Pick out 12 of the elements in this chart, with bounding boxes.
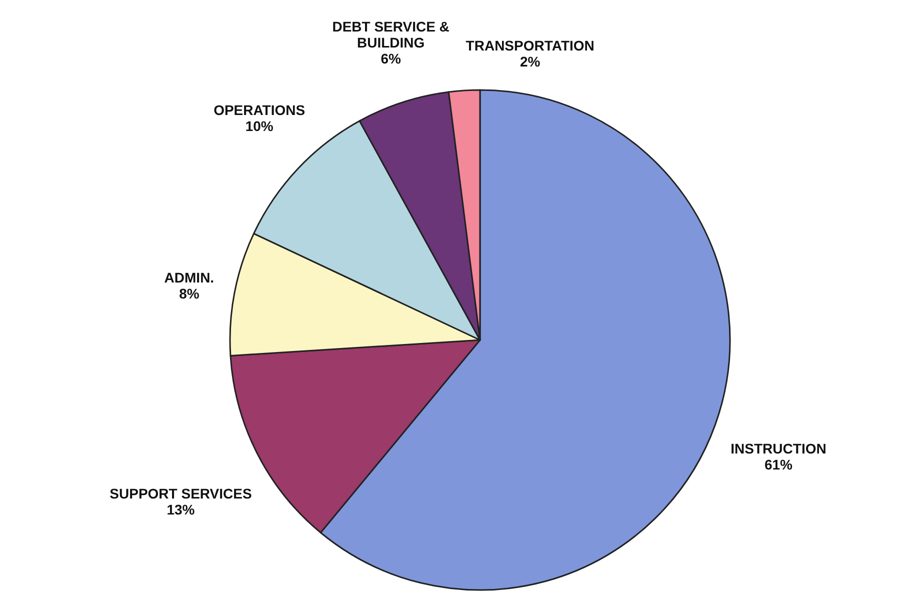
- slice-label: DEBT SERVICE & BUILDING: [332, 18, 450, 51]
- slice-label: OPERATIONS: [214, 102, 306, 118]
- slice-label: TRANSPORTATION: [466, 37, 594, 54]
- data-label: 61%: [764, 456, 794, 472]
- slice-label: ADMIN.: [164, 270, 214, 286]
- data-label: 13%: [166, 501, 196, 518]
- data-label: 10%: [245, 118, 274, 134]
- slice-label: SUPPORT SERVICES: [110, 485, 252, 502]
- data-label: 6%: [380, 50, 402, 67]
- data-label: 2%: [520, 53, 541, 70]
- slice-label: INSTRUCTION: [730, 440, 826, 456]
- data-label: 8%: [179, 286, 200, 302]
